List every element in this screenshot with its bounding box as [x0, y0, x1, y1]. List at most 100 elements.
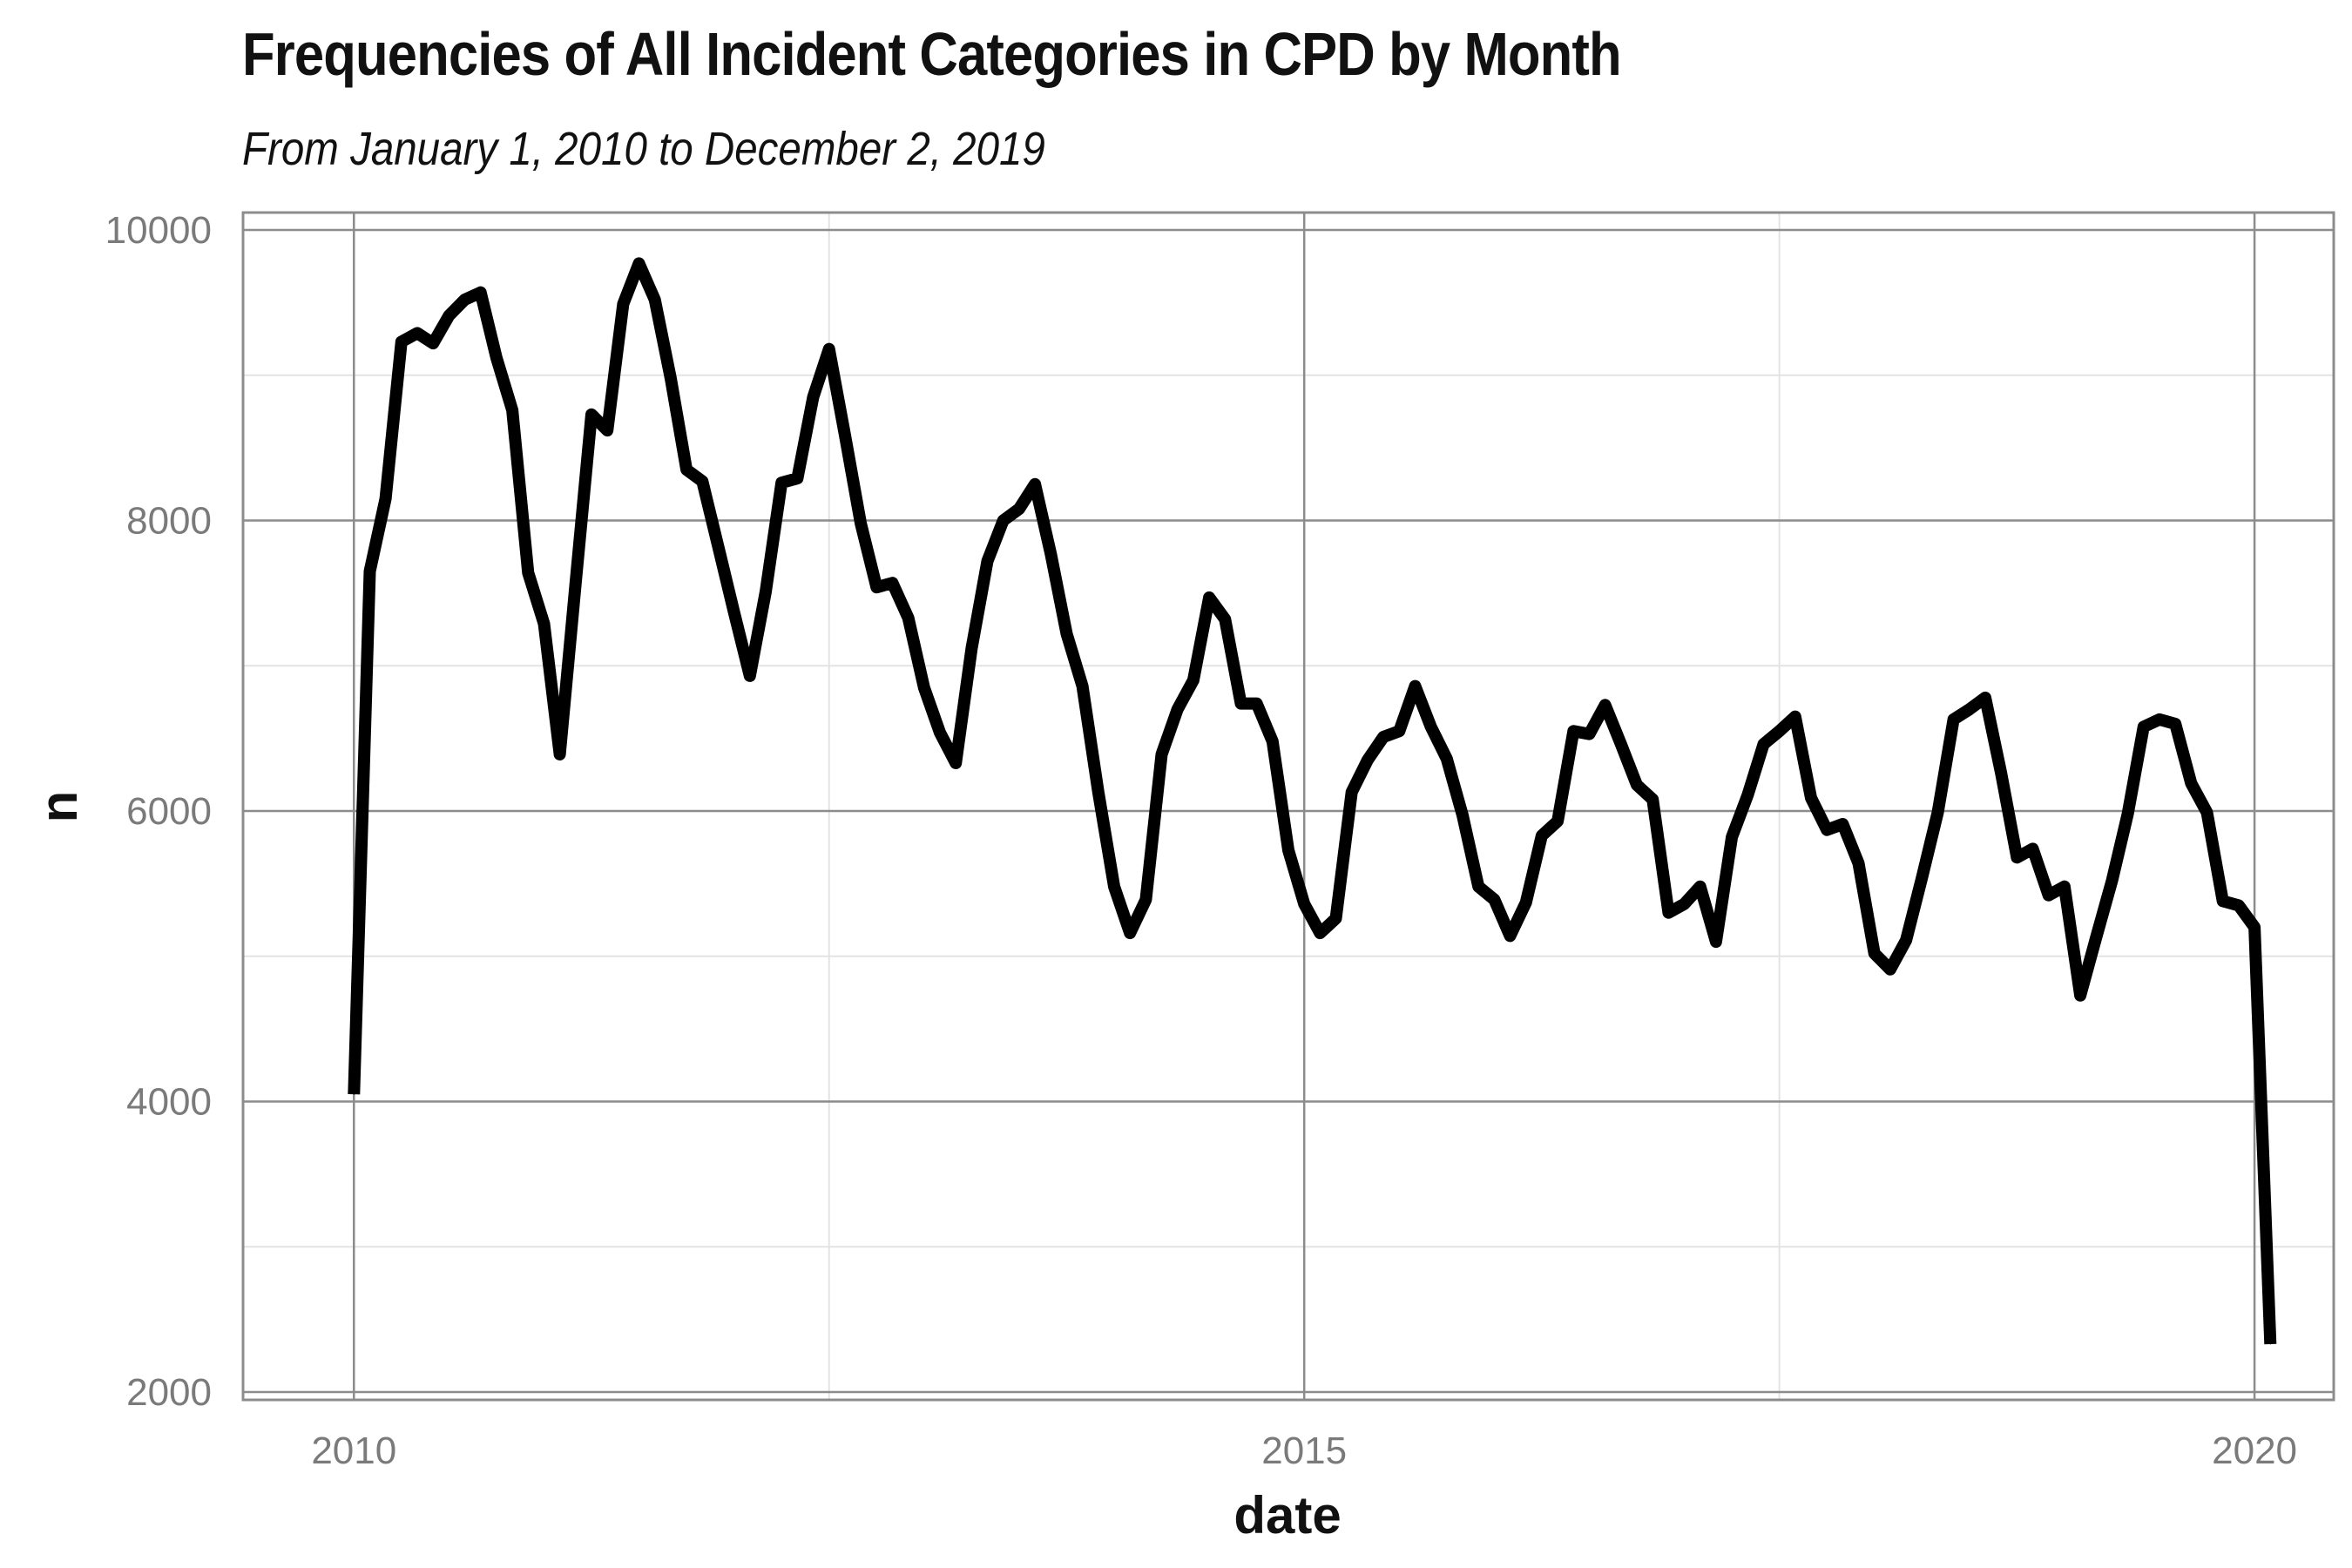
- data-point: [464, 299, 465, 301]
- data-point: [2269, 1343, 2271, 1345]
- panel-border: [241, 211, 2335, 1402]
- chart-subtitle: From January 1, 2010 to December 2, 2019: [242, 123, 1045, 175]
- data-point: [718, 546, 719, 547]
- data-point: [1003, 520, 1004, 521]
- data-point: [813, 396, 814, 398]
- data-point: [496, 357, 497, 359]
- data-point: [416, 332, 418, 334]
- x-axis-title: date: [1233, 1486, 1341, 1544]
- y-tick-label: 10000: [105, 209, 212, 252]
- data-point: [1889, 969, 1891, 970]
- data-point: [1794, 716, 1796, 718]
- x-tick-label: 2020: [2212, 1429, 2297, 1472]
- data-point: [1208, 597, 1210, 598]
- data-point: [1018, 508, 1020, 510]
- data-point: [1493, 899, 1495, 901]
- data-point: [2222, 900, 2224, 902]
- data-point: [2079, 995, 2081, 997]
- data-point: [2032, 848, 2033, 849]
- data-point: [1288, 849, 1289, 851]
- data-point: [353, 1093, 355, 1095]
- series-line: [348, 257, 2277, 1345]
- data-point: [1779, 730, 1781, 732]
- x-tick-label: 2015: [1261, 1429, 1347, 1472]
- data-point: [1398, 730, 1400, 732]
- data-point: [1810, 797, 1812, 799]
- y-tick-label: 6000: [126, 790, 212, 833]
- y-axis-tick-labels: 2000 4000 6000 8000 10000: [105, 209, 212, 1414]
- data-point: [1129, 932, 1131, 934]
- data-point: [892, 582, 893, 584]
- data-point: [2159, 719, 2160, 720]
- data-point: [385, 498, 387, 499]
- data-point: [1161, 754, 1162, 755]
- data-point: [1066, 633, 1067, 635]
- data-point: [796, 477, 798, 479]
- data-point: [1240, 703, 1241, 705]
- y-tick-label: 8000: [126, 500, 212, 543]
- data-point: [1842, 823, 1843, 825]
- data-point: [1335, 917, 1336, 919]
- data-point: [923, 686, 925, 688]
- data-point: [1224, 618, 1226, 620]
- data-point: [765, 591, 767, 592]
- data-point: [1763, 743, 1764, 745]
- data-point: [1984, 697, 1986, 699]
- x-tick-label: 2010: [311, 1429, 396, 1472]
- data-point: [1620, 743, 1622, 745]
- data-point: [1525, 902, 1527, 903]
- data-point: [527, 572, 529, 573]
- data-point: [2238, 904, 2240, 906]
- data-point: [1541, 835, 1543, 836]
- data-point: [1858, 862, 1859, 864]
- data-point: [2000, 773, 2002, 774]
- data-point: [1937, 812, 1938, 814]
- data-point: [670, 377, 672, 379]
- data-point: [860, 523, 862, 524]
- data-point: [749, 675, 751, 677]
- data-point: [1636, 784, 1638, 786]
- data-point: [480, 292, 482, 294]
- x-axis-tick-labels: 2010 2015 2020: [311, 1429, 2297, 1472]
- data-point: [875, 586, 877, 588]
- data-point: [2095, 936, 2097, 938]
- data-point: [432, 342, 434, 344]
- data-point: [1351, 791, 1353, 793]
- data-point: [1177, 708, 1179, 710]
- data-point: [1256, 703, 1258, 705]
- data-point: [401, 341, 402, 342]
- data-point: [2254, 926, 2255, 928]
- data-point: [701, 481, 703, 482]
- data-point: [2064, 886, 2065, 888]
- data-point: [1034, 483, 1036, 485]
- data-point: [1477, 886, 1479, 888]
- data-point: [1272, 740, 1274, 742]
- data-point: [1747, 794, 1748, 796]
- series-layer: [348, 257, 2277, 1345]
- data-point: [1382, 736, 1384, 738]
- data-point: [1921, 877, 1923, 879]
- data-point: [1319, 932, 1321, 934]
- data-point: [844, 434, 846, 436]
- data-point: [828, 348, 830, 350]
- data-point: [1589, 733, 1590, 735]
- data-point: [2190, 782, 2192, 784]
- data-point: [1969, 708, 1970, 710]
- data-point: [2048, 895, 2050, 896]
- data-point: [1572, 730, 1574, 732]
- chart-title: Frequencies of All Incident Categories i…: [242, 20, 1622, 88]
- data-point: [606, 429, 608, 431]
- data-point: [1667, 912, 1669, 914]
- data-point: [1826, 829, 1828, 831]
- major-gridlines: [243, 213, 2334, 1400]
- data-point: [559, 754, 561, 755]
- data-point: [575, 582, 577, 584]
- data-point: [2174, 723, 2176, 725]
- data-point: [654, 299, 656, 301]
- data-point: [591, 414, 592, 416]
- data-point: [1874, 952, 1876, 954]
- data-point: [1652, 799, 1653, 801]
- data-point: [1905, 939, 1907, 941]
- data-point: [511, 409, 513, 411]
